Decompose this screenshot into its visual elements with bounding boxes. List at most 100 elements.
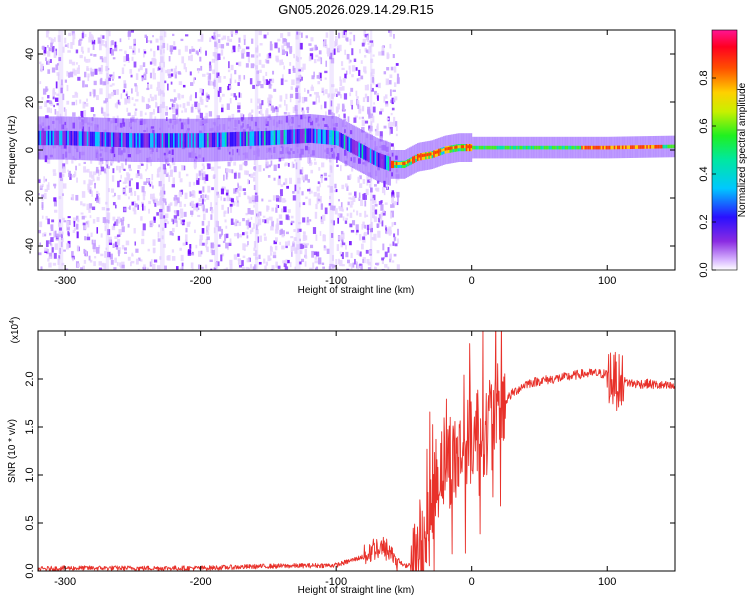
spectrogram-ridge-cell bbox=[116, 132, 118, 148]
spectrogram-ridge-cell bbox=[38, 130, 40, 146]
spectrogram-ridge-cell bbox=[213, 132, 216, 148]
spectrogram-noise-cell bbox=[253, 252, 256, 256]
spectrogram-noise-cell bbox=[82, 265, 85, 270]
spectrogram-noise-cell bbox=[296, 31, 299, 36]
spectrogram-noise-cell bbox=[386, 117, 390, 121]
spectrogram-noise-cell bbox=[268, 216, 272, 221]
spectrogram-noise-cell bbox=[75, 223, 79, 230]
spectrogram-noise-cell bbox=[63, 249, 66, 252]
spectrogram-noise-cell bbox=[358, 116, 361, 120]
spectrogram-noise-cell bbox=[83, 248, 86, 254]
spectrogram-ridge-cell bbox=[161, 133, 164, 148]
spectrogram-noise-cell bbox=[320, 78, 322, 82]
spectrogram-y-tick-label: 20 bbox=[24, 96, 36, 108]
spectrogram-ridge-core bbox=[426, 153, 429, 157]
spectrogram-noise-cell bbox=[149, 61, 153, 65]
spectrogram-noise-cell bbox=[56, 111, 59, 118]
spectrogram-noise-cell bbox=[81, 32, 84, 39]
spectrogram-ridge-cell bbox=[153, 133, 156, 148]
spectrogram-noise-cell bbox=[58, 196, 62, 200]
spectrogram-noise-cell bbox=[327, 174, 331, 177]
spectrogram-noise-cell bbox=[276, 195, 280, 202]
spectrogram-noise-cell bbox=[220, 188, 225, 195]
spectrogram-noise-cell bbox=[301, 191, 304, 195]
spectrogram-noise-cell bbox=[82, 101, 86, 109]
spectrogram-noise-cell bbox=[122, 188, 126, 192]
spectrogram-ridge-core bbox=[394, 162, 396, 165]
spectrogram-noise-cell bbox=[212, 69, 215, 75]
spectrogram-noise-cell bbox=[370, 87, 374, 92]
spectrogram-noise-cell bbox=[153, 108, 155, 113]
spectrogram-ridge-cell bbox=[644, 145, 647, 149]
spectrogram-noise-cell bbox=[393, 236, 397, 241]
spectrogram-noise-cell bbox=[113, 223, 115, 228]
spectrogram-noise-cell bbox=[213, 174, 216, 178]
spectrogram-ridge-cell bbox=[355, 140, 357, 156]
spectrogram-noise-cell bbox=[174, 200, 178, 207]
spectrogram-noise-cell bbox=[266, 205, 270, 210]
spectrogram-ridge-cell bbox=[306, 128, 308, 143]
spectrogram-noise-cell bbox=[189, 49, 192, 54]
spectrogram-ridge-cell bbox=[226, 132, 229, 147]
spectrogram-noise-cell bbox=[237, 82, 240, 86]
snr-x-tick-label: -100 bbox=[325, 576, 347, 588]
spectrogram-noise-cell bbox=[104, 41, 107, 48]
spectrogram-noise-cell bbox=[339, 260, 343, 267]
spectrogram-ridge-cell bbox=[210, 132, 212, 148]
spectrogram-noise-cell bbox=[129, 45, 133, 49]
spectrogram-ridge-cell bbox=[234, 131, 237, 147]
spectrogram-noise-cell bbox=[344, 49, 347, 55]
spectrogram-noise-cell bbox=[81, 50, 84, 54]
spectrogram-noise-cell bbox=[360, 199, 364, 207]
spectrogram-ridge-cell bbox=[495, 145, 497, 150]
spectrogram-noise-cell bbox=[347, 201, 350, 206]
spectrogram-noise-cell bbox=[127, 96, 131, 104]
spectrogram-noise-cell bbox=[356, 100, 360, 107]
spectrogram-ridge-cell bbox=[268, 130, 271, 146]
spectrogram-noise-cell bbox=[90, 179, 93, 185]
spectrogram-noise-cell bbox=[61, 238, 64, 243]
spectrogram-noise-cell bbox=[174, 71, 177, 79]
spectrogram-noise-cell bbox=[353, 34, 356, 42]
spectrogram-ridge-cell bbox=[361, 144, 364, 159]
spectrogram-noise-cell bbox=[47, 69, 51, 74]
spectrogram-ridge-core bbox=[451, 146, 453, 150]
spectrogram-noise-cell bbox=[159, 49, 163, 55]
spectrogram-ridge-cell bbox=[112, 132, 115, 147]
spectrogram-ridge-cell bbox=[62, 130, 64, 146]
spectrogram-noise-cell bbox=[218, 39, 221, 43]
spectrogram-noise-cell bbox=[96, 227, 99, 234]
spectrogram-noise-cell bbox=[315, 97, 318, 105]
spectrogram-noise-cell bbox=[291, 79, 295, 86]
spectrogram-noise-cell bbox=[351, 220, 356, 226]
spectrogram-noise-cell bbox=[179, 201, 182, 208]
spectrogram-noise-cell bbox=[338, 199, 340, 202]
spectrogram-noise-cell bbox=[119, 179, 122, 183]
spectrogram-noise-cell bbox=[155, 38, 159, 43]
spectrogram-noise-cell bbox=[335, 258, 338, 266]
spectrogram-noise-cell bbox=[263, 236, 267, 241]
spectrogram-noise-cell bbox=[292, 241, 295, 244]
spectrogram-noise-cell bbox=[195, 203, 199, 208]
spectrogram-noise-cell bbox=[349, 59, 352, 63]
spectrogram-noise-cell bbox=[206, 72, 209, 76]
spectrogram-noise-cell bbox=[192, 48, 196, 52]
spectrogram-noise-cell bbox=[199, 48, 201, 52]
spectrogram-noise-cell bbox=[87, 76, 90, 82]
spectrogram-noise-cell bbox=[247, 267, 250, 270]
spectrogram-noise-cell bbox=[131, 56, 134, 61]
spectrogram-ridge-cell bbox=[294, 129, 297, 144]
spectrogram-ridge-cell bbox=[377, 152, 380, 168]
spectrogram-noise-cell bbox=[298, 261, 302, 265]
spectrogram-noise-cell bbox=[111, 175, 115, 182]
spectrogram-noise-cell bbox=[251, 195, 255, 200]
spectrogram-noise-cell bbox=[57, 222, 61, 227]
spectrogram-ridge-cell bbox=[265, 130, 268, 146]
spectrogram-noise-cell bbox=[374, 209, 377, 214]
spectrogram-noise-cell bbox=[67, 231, 70, 235]
snr-plot-frame bbox=[37, 330, 676, 572]
spectrogram-noise-cell bbox=[282, 157, 285, 161]
spectrogram-noise-cell bbox=[372, 106, 376, 113]
spectrogram-noise-cell bbox=[131, 201, 134, 206]
spectrogram-noise-cell bbox=[362, 38, 366, 45]
